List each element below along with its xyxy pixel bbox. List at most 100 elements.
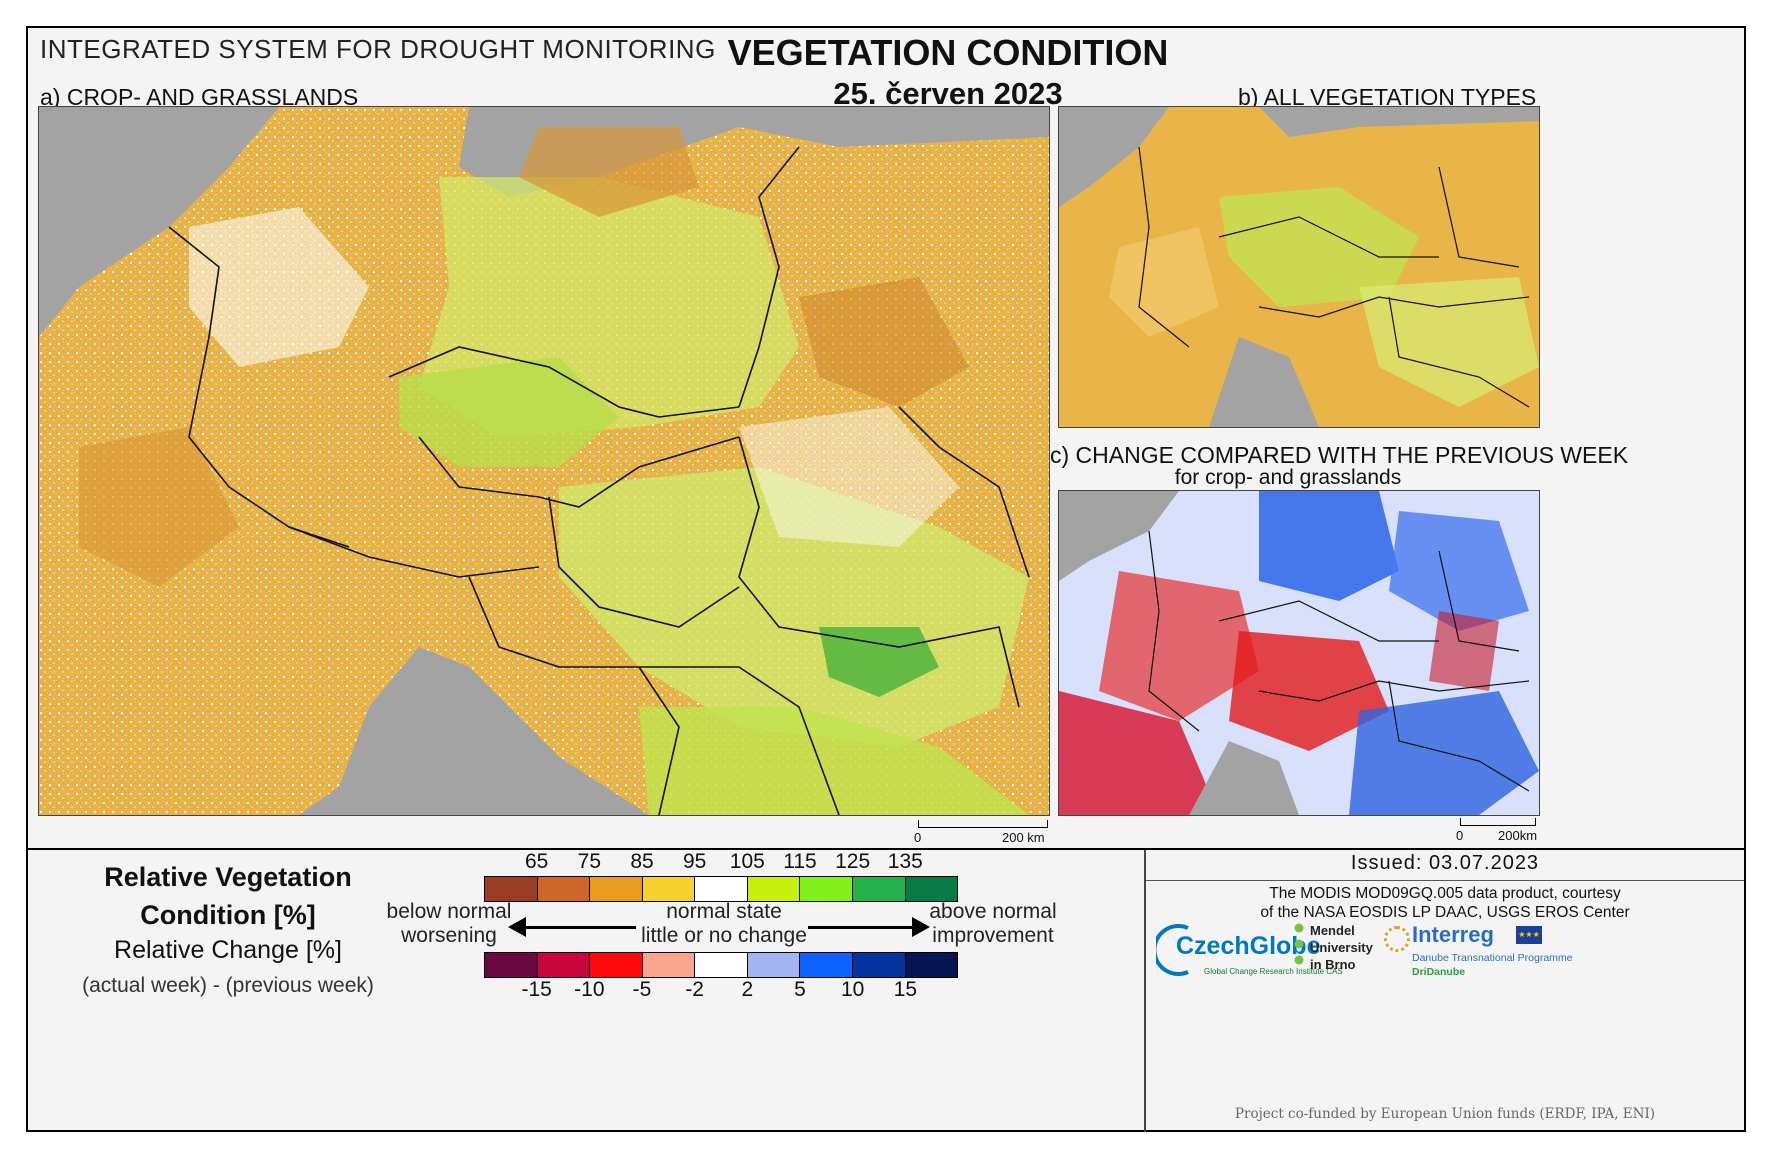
rc-tick-label: 2 <box>741 978 754 1001</box>
rvc-tick-label: 65 <box>524 850 549 873</box>
above-normal-annotation: above normal improvement <box>928 900 1058 948</box>
scalebar-c: 0 200km <box>1456 818 1538 848</box>
rc-tick-label: 10 <box>840 978 865 1001</box>
country-borders <box>168 146 1030 815</box>
issued-divider <box>1146 880 1744 881</box>
rvc-tick-label: 75 <box>577 850 601 873</box>
legend-separator <box>28 848 1744 850</box>
figure-frame: INTEGRATED SYSTEM FOR DROUGHT MONITORING… <box>26 26 1746 1132</box>
left-arrow-head <box>508 917 526 937</box>
rvc-tick-label: 115 <box>783 850 817 873</box>
normal-zone-germany <box>189 207 369 367</box>
interreg-subtitle: Danube Transnational Programme <box>1412 952 1573 964</box>
map-date: 25. červen 2023 <box>833 76 1063 111</box>
panel-c-label: c) CHANGE COMPARED WITH THE PREVIOUS WEE… <box>1050 442 1629 468</box>
map-weekly-change <box>1058 490 1540 816</box>
rc-swatch <box>590 953 643 977</box>
cofunded-note: Project co-funded by European Union fund… <box>1234 1106 1656 1122</box>
rc-swatch <box>747 953 801 977</box>
credits-separator <box>1144 850 1146 1132</box>
rc-tick-label: 5 <box>794 978 806 1001</box>
credit-line-2: of the NASA EOSDIS LP DAAC, USGS EROS Ce… <box>1260 904 1630 921</box>
left-arrow <box>516 926 636 929</box>
system-title: INTEGRATED SYSTEM FOR DROUGHT MONITORING <box>40 34 716 64</box>
data-credit: The MODIS MOD09GQ.005 data product, cour… <box>1146 884 1744 922</box>
czechglobe-arc-icon <box>1156 924 1189 976</box>
rvc-tick-label: 105 <box>729 850 765 873</box>
improvement-text: improvement <box>932 924 1054 947</box>
czechglobe-subtitle: Global Change Research Institute CAS <box>1204 967 1343 976</box>
below-normal-annotation: below normal worsening <box>384 900 514 948</box>
above-normal-text: above normal <box>929 900 1057 923</box>
eu-flag-icon: ★★★ <box>1516 926 1542 944</box>
dry-zone-ukraine <box>799 277 969 407</box>
rc-colorbar <box>484 952 958 978</box>
mendel-logo: Mendel University in Brno <box>1294 922 1373 973</box>
right-arrow-head <box>912 917 930 937</box>
rvc-swatch <box>695 877 748 901</box>
panel-c-sublabel: for crop- and grasslands <box>1174 466 1402 489</box>
rvc-swatch <box>747 877 801 901</box>
normal-state-text: normal state <box>666 900 782 923</box>
map-b-canvas <box>1059 107 1539 427</box>
dridanube-label: DriDanube <box>1412 966 1466 978</box>
mendel-line-1: Mendel <box>1310 923 1355 938</box>
scale-c-start: 0 <box>1456 828 1464 843</box>
scale-c-end: 200km <box>1498 828 1538 843</box>
interreg-logo: Interreg ★★★ Danube Transnational Progra… <box>1384 922 1584 986</box>
rvc-legend-title: Relative Vegetation Condition [%] <box>104 862 352 930</box>
rc-tick-label: -10 <box>574 978 605 1001</box>
rc-legend-subtitle: (actual week) - (previous week) <box>82 974 374 997</box>
scale-a-start: 0 <box>914 830 922 845</box>
no-change-text: little or no change <box>641 924 807 947</box>
map-all-vegetation <box>1058 106 1540 428</box>
rvc-swatch <box>537 877 591 901</box>
map-c-canvas <box>1059 491 1539 815</box>
rvc-colorbar <box>484 876 958 902</box>
rc-swatch <box>537 953 591 977</box>
rc-tick-label: -5 <box>632 978 652 1001</box>
rc-tick-label: -15 <box>521 978 552 1001</box>
czechglobe-logo: CzechGlobe Global Change Research Instit… <box>1156 922 1343 978</box>
main-title: VEGETATION CONDITION <box>727 32 1169 73</box>
rvc-swatch <box>800 877 853 901</box>
normal-state-annotation: normal state little or no change <box>634 900 814 948</box>
rvc-swatch <box>485 877 538 901</box>
mendel-line-3: in Brno <box>1310 957 1356 972</box>
dry-zone-north <box>519 127 699 217</box>
scale-a-end: 200 km <box>1002 830 1045 845</box>
rc-swatch <box>642 953 696 977</box>
rc-swatch <box>485 953 538 977</box>
right-arrow <box>808 926 916 929</box>
green-zone-balkans <box>639 707 1029 815</box>
rc-swatch <box>852 953 906 977</box>
mendel-dots-icon <box>1294 923 1304 965</box>
north-sea <box>39 107 279 337</box>
rc-swatch <box>905 953 958 977</box>
rc-swatch <box>695 953 748 977</box>
rvc-tick-label: 135 <box>887 850 923 873</box>
adriatic-sea <box>299 647 639 815</box>
rc-swatch <box>800 953 853 977</box>
scalebar-a: 0 200 km <box>914 820 1048 850</box>
rvc-swatch <box>852 877 906 901</box>
panel-a-label: a) CROP- AND GRASSLANDS <box>40 84 359 110</box>
interreg-swirl-icon <box>1384 926 1410 952</box>
mendel-line-2: University <box>1310 940 1373 955</box>
normal-zone-romania <box>739 407 959 547</box>
issued-date: Issued: 03.07.2023 <box>1350 852 1540 874</box>
rvc-tick-label: 95 <box>682 850 707 873</box>
rvc-swatch <box>642 877 696 901</box>
map-crop-grasslands <box>38 106 1050 816</box>
rc-tick-label: 15 <box>893 978 917 1001</box>
below-normal-text: below normal <box>386 900 512 923</box>
interreg-name: Interreg <box>1412 922 1494 947</box>
worsening-text: worsening <box>401 924 497 947</box>
rc-legend-title: Relative Change [%] <box>114 936 342 964</box>
rvc-tick-label: 125 <box>835 850 871 873</box>
dry-zone-france <box>79 427 239 587</box>
rvc-swatch <box>905 877 958 901</box>
rvc-swatch <box>590 877 643 901</box>
green-zone-czechia <box>399 357 619 467</box>
credit-line-1: The MODIS MOD09GQ.005 data product, cour… <box>1269 885 1621 902</box>
